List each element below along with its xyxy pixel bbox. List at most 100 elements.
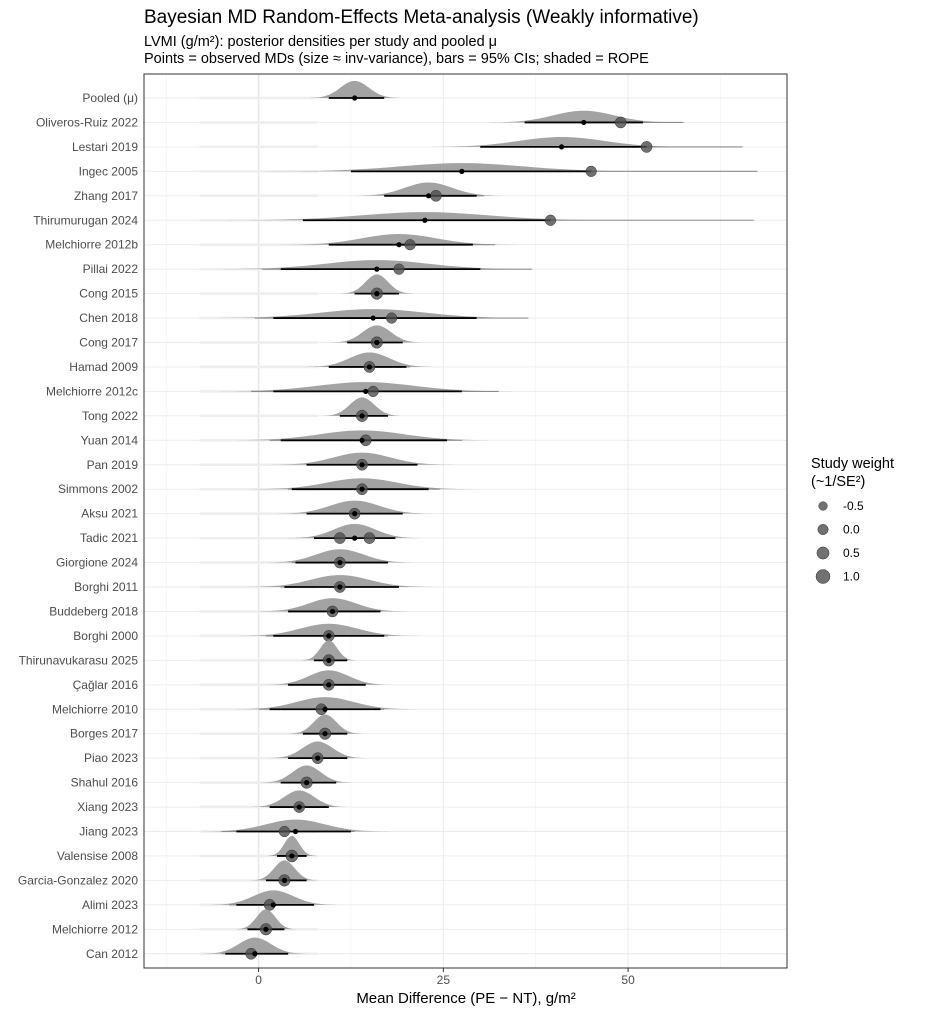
posterior-mean	[374, 266, 380, 272]
y-tick-label: Zhang 2017	[74, 189, 138, 203]
gridlines	[144, 74, 787, 968]
x-axis: 0 25 50	[255, 968, 635, 987]
study-row	[199, 523, 421, 544]
y-tick-label: Tong 2022	[82, 409, 138, 423]
posterior-mean	[459, 168, 465, 174]
legend-label: -0.5	[843, 499, 864, 513]
study-row	[199, 640, 356, 667]
y-axis-labels: Pooled (μ) Oliveros-Ruiz 2022 Lestari 2019…	[18, 91, 138, 961]
chart-title: Bayesian MD Random-Effects Meta-analysis…	[144, 7, 699, 28]
study-row	[199, 274, 414, 300]
study-row	[199, 860, 318, 887]
y-tick-label: Shahul 2016	[71, 776, 139, 790]
study-row	[199, 697, 416, 716]
posterior-mean	[337, 584, 343, 590]
y-tick-label: Oliveros-Ruiz 2022	[36, 115, 138, 129]
panel-border	[143, 73, 788, 969]
y-tick-label: Cong 2017	[79, 336, 138, 350]
posterior-density	[226, 430, 498, 441]
posterior-density	[251, 860, 318, 881]
study-row	[199, 598, 408, 618]
y-tick-label: Hamad 2009	[69, 360, 138, 374]
posterior-mean	[326, 682, 332, 688]
legend-items: -0.5 0.0 0.5 1.0	[815, 499, 864, 584]
legend-label: 0.0	[843, 523, 860, 537]
y-tick-label: Garcia-Gonzalez 2020	[18, 873, 138, 887]
posterior-mean	[352, 95, 358, 101]
legend: Study weight (~1/SE²) -0.5 0.0 0.5 1.0	[811, 456, 894, 584]
study-row	[199, 478, 474, 495]
y-tick-label: Melchiorre 2012b	[45, 238, 138, 252]
posterior-density	[265, 670, 393, 685]
study-row	[199, 397, 402, 422]
observed-point	[585, 165, 597, 177]
legend-symbol	[818, 501, 828, 511]
y-tick-label: Piao 2023	[84, 751, 138, 765]
x-axis-label: Mean Difference (PE − NT), g/m²	[356, 990, 575, 1007]
posterior-density	[267, 835, 316, 856]
posterior-mean	[281, 877, 288, 884]
posterior-density	[246, 575, 434, 587]
y-tick-label: Chen 2018	[79, 311, 138, 325]
posterior-mean	[326, 633, 332, 639]
y-tick-label: Borghi 2000	[73, 629, 138, 643]
study-row	[199, 110, 684, 129]
study-rows	[199, 80, 758, 960]
posterior-mean	[337, 559, 343, 566]
posterior-mean	[322, 731, 328, 737]
posterior-density	[207, 309, 540, 319]
posterior-mean	[296, 804, 302, 810]
posterior-mean	[374, 339, 380, 346]
posterior-density	[261, 765, 352, 783]
y-tick-label: Borghi 2011	[74, 580, 138, 594]
posterior-mean	[359, 413, 365, 419]
posterior-density	[353, 182, 504, 196]
posterior-density	[202, 819, 390, 832]
study-row	[199, 182, 504, 202]
study-row	[199, 909, 318, 936]
posterior-density	[271, 452, 453, 465]
posterior-mean	[359, 486, 365, 492]
posterior-density	[340, 274, 414, 294]
y-tick-label: Valensise 2008	[57, 849, 138, 863]
posterior-mean	[326, 657, 332, 663]
legend-title-line-1: Study weight	[811, 456, 894, 472]
x-tick-label: 0	[255, 973, 262, 987]
study-row	[199, 765, 352, 789]
posterior-density	[269, 741, 366, 759]
legend-symbol	[815, 569, 831, 584]
observed-point	[430, 190, 442, 202]
legend-title-line-2: (~1/SE²)	[811, 474, 865, 490]
study-row	[199, 430, 498, 447]
y-tick-label: Giorgione 2024	[56, 556, 138, 570]
posterior-mean	[359, 437, 365, 443]
y-tick-label: Aksu 2021	[81, 507, 138, 521]
study-row	[199, 575, 434, 593]
y-tick-label: Jiang 2023	[79, 825, 138, 839]
study-row	[199, 212, 754, 226]
posterior-mean	[396, 242, 402, 248]
posterior-density	[288, 523, 421, 539]
y-tick-label: Tadic 2021	[80, 531, 138, 545]
posterior-density	[211, 382, 520, 392]
posterior-mean	[263, 926, 269, 932]
posterior-mean	[292, 828, 299, 835]
study-row	[199, 790, 348, 813]
posterior-mean	[359, 462, 365, 468]
y-tick-label: Thirunavukarasu 2025	[19, 653, 139, 667]
posterior-density	[235, 909, 297, 930]
posterior-density	[203, 937, 307, 954]
posterior-mean	[558, 144, 565, 150]
study-row	[199, 670, 393, 691]
observed-point	[367, 385, 379, 397]
posterior-density	[222, 212, 627, 221]
observed-point	[278, 825, 290, 838]
posterior-mean	[315, 755, 321, 761]
posterior-density	[281, 234, 517, 245]
y-tick-label: Pooled (μ)	[82, 91, 138, 105]
posterior-mean	[252, 951, 258, 957]
study-row	[199, 835, 318, 863]
posterior-mean	[303, 780, 310, 786]
y-tick-label: Alimi 2023	[82, 898, 138, 912]
